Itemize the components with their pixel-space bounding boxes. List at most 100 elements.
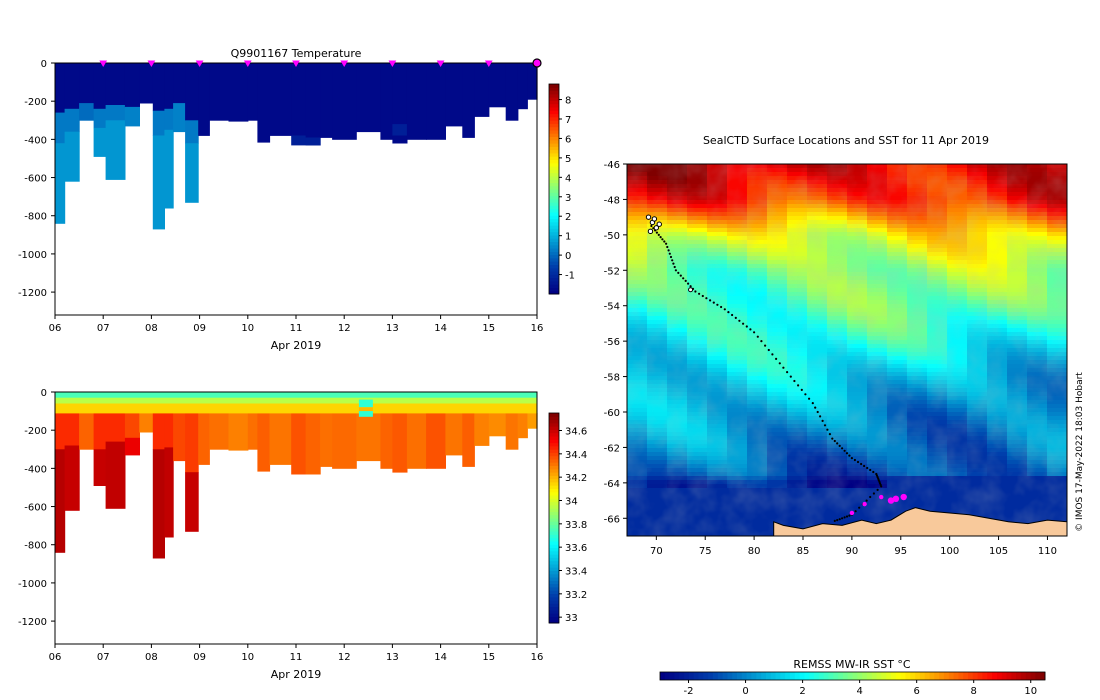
colorbar-segment	[549, 541, 559, 545]
colorbar-segment	[549, 254, 559, 259]
salinity-cell	[198, 413, 210, 465]
colorbar-tick-label: 2	[565, 212, 571, 223]
map-x-tick-label: 95	[894, 546, 907, 557]
track-point	[659, 236, 662, 239]
map-colorbar-segment	[987, 672, 993, 680]
track-point	[804, 393, 807, 396]
map-colorbar-segment	[722, 672, 728, 680]
map-colorbar-segment	[847, 672, 853, 680]
track-point	[869, 495, 872, 499]
salinity-cell	[426, 413, 446, 469]
colorbar-segment	[549, 442, 559, 447]
map-colorbar-segment	[915, 672, 921, 680]
map-colorbar-segment	[833, 672, 839, 680]
map-colorbar-tick-label: 8	[971, 686, 977, 697]
colorbar-segment	[549, 100, 559, 105]
track-point	[771, 353, 774, 356]
colorbar-segment	[549, 129, 559, 134]
colorbar-tick-label: 33.6	[565, 543, 587, 554]
temperature-cell	[152, 135, 165, 230]
map-colorbar-segment	[1040, 672, 1046, 680]
colorbar-segment	[549, 261, 559, 265]
surface-marker	[195, 60, 204, 67]
x-tick-label: 08	[145, 652, 158, 663]
colorbar-segment	[549, 257, 559, 262]
colorbar-segment	[549, 113, 559, 118]
map-colorbar-segment	[679, 672, 685, 680]
colorbar-segment	[549, 449, 559, 453]
map-colorbar-tick-label: -2	[684, 686, 694, 697]
track-point	[845, 515, 849, 518]
salinity-cell	[380, 413, 393, 469]
map-colorbar-segment	[1016, 672, 1022, 680]
colorbar-segment	[549, 465, 559, 470]
temperature-cell	[124, 106, 140, 127]
colorbar-segment	[549, 573, 559, 578]
colorbar-segment	[549, 478, 559, 483]
track-point	[661, 238, 664, 241]
track-point	[793, 379, 796, 383]
track-point	[821, 419, 824, 422]
colorbar-segment	[549, 205, 559, 210]
map-colorbar-tick-label: 6	[913, 686, 919, 697]
temperature-cell	[426, 63, 446, 140]
colorbar-segment	[549, 116, 559, 121]
x-tick-label: 10	[241, 323, 254, 334]
colorbar-segment	[549, 619, 559, 624]
x-tick-label: 12	[338, 323, 351, 334]
track-point	[687, 282, 690, 285]
temperature-cell	[164, 129, 174, 209]
colorbar-segment	[549, 267, 559, 272]
temperature-cell	[105, 105, 126, 121]
colorbar-segment	[549, 508, 559, 512]
colorbar-segment	[549, 429, 559, 434]
map-colorbar-segment	[939, 672, 945, 680]
map-colorbar-segment	[929, 672, 935, 680]
temperature-cell	[64, 108, 80, 133]
track-point	[705, 297, 708, 300]
x-tick-label: 16	[531, 652, 544, 663]
colorbar-segment	[549, 596, 559, 601]
map-colorbar-segment	[996, 672, 1003, 680]
colorbar-segment	[549, 495, 559, 499]
track-point	[808, 397, 811, 400]
colorbar-segment	[549, 185, 559, 190]
colorbar-segment	[549, 531, 559, 535]
temperature-cell	[209, 63, 230, 121]
salinity-cell	[152, 449, 165, 559]
salinity-cell	[269, 413, 292, 465]
salinity-anomaly-cell	[358, 411, 373, 417]
track-point	[666, 245, 669, 249]
y-tick-label: -200	[24, 426, 47, 437]
temperature-cell	[462, 63, 475, 138]
track-point	[731, 313, 734, 317]
track-point	[865, 499, 868, 502]
track-point	[756, 335, 759, 338]
colorbar-segment	[549, 152, 559, 157]
colorbar-segment	[549, 593, 559, 598]
temperature-cell	[55, 112, 66, 144]
track-isolated-point	[688, 287, 694, 293]
colorbar-segment	[549, 498, 559, 503]
colorbar-segment	[549, 609, 559, 614]
map-y-tick-label: -56	[604, 337, 620, 348]
map-colorbar-segment	[842, 672, 849, 680]
track-point	[858, 506, 861, 509]
surface-location-point	[887, 497, 895, 504]
track-point	[778, 362, 781, 365]
colorbar-segment	[549, 426, 559, 430]
map-x-tick-label: 85	[797, 546, 810, 557]
map-colorbar-segment	[958, 672, 964, 680]
map-colorbar-segment	[910, 672, 916, 680]
salinity-cell	[332, 413, 357, 469]
map-colorbar-segment	[804, 672, 810, 680]
salinity-cell	[228, 413, 249, 451]
colorbar-segment	[549, 84, 559, 88]
salinity-cell	[406, 413, 427, 469]
map-colorbar-segment	[823, 672, 829, 680]
y-tick-label: -400	[24, 464, 47, 475]
salinity-surface-band	[55, 403, 537, 414]
track-point	[828, 433, 832, 436]
colorbar-segment	[549, 445, 559, 450]
salinity-cell	[173, 413, 186, 462]
